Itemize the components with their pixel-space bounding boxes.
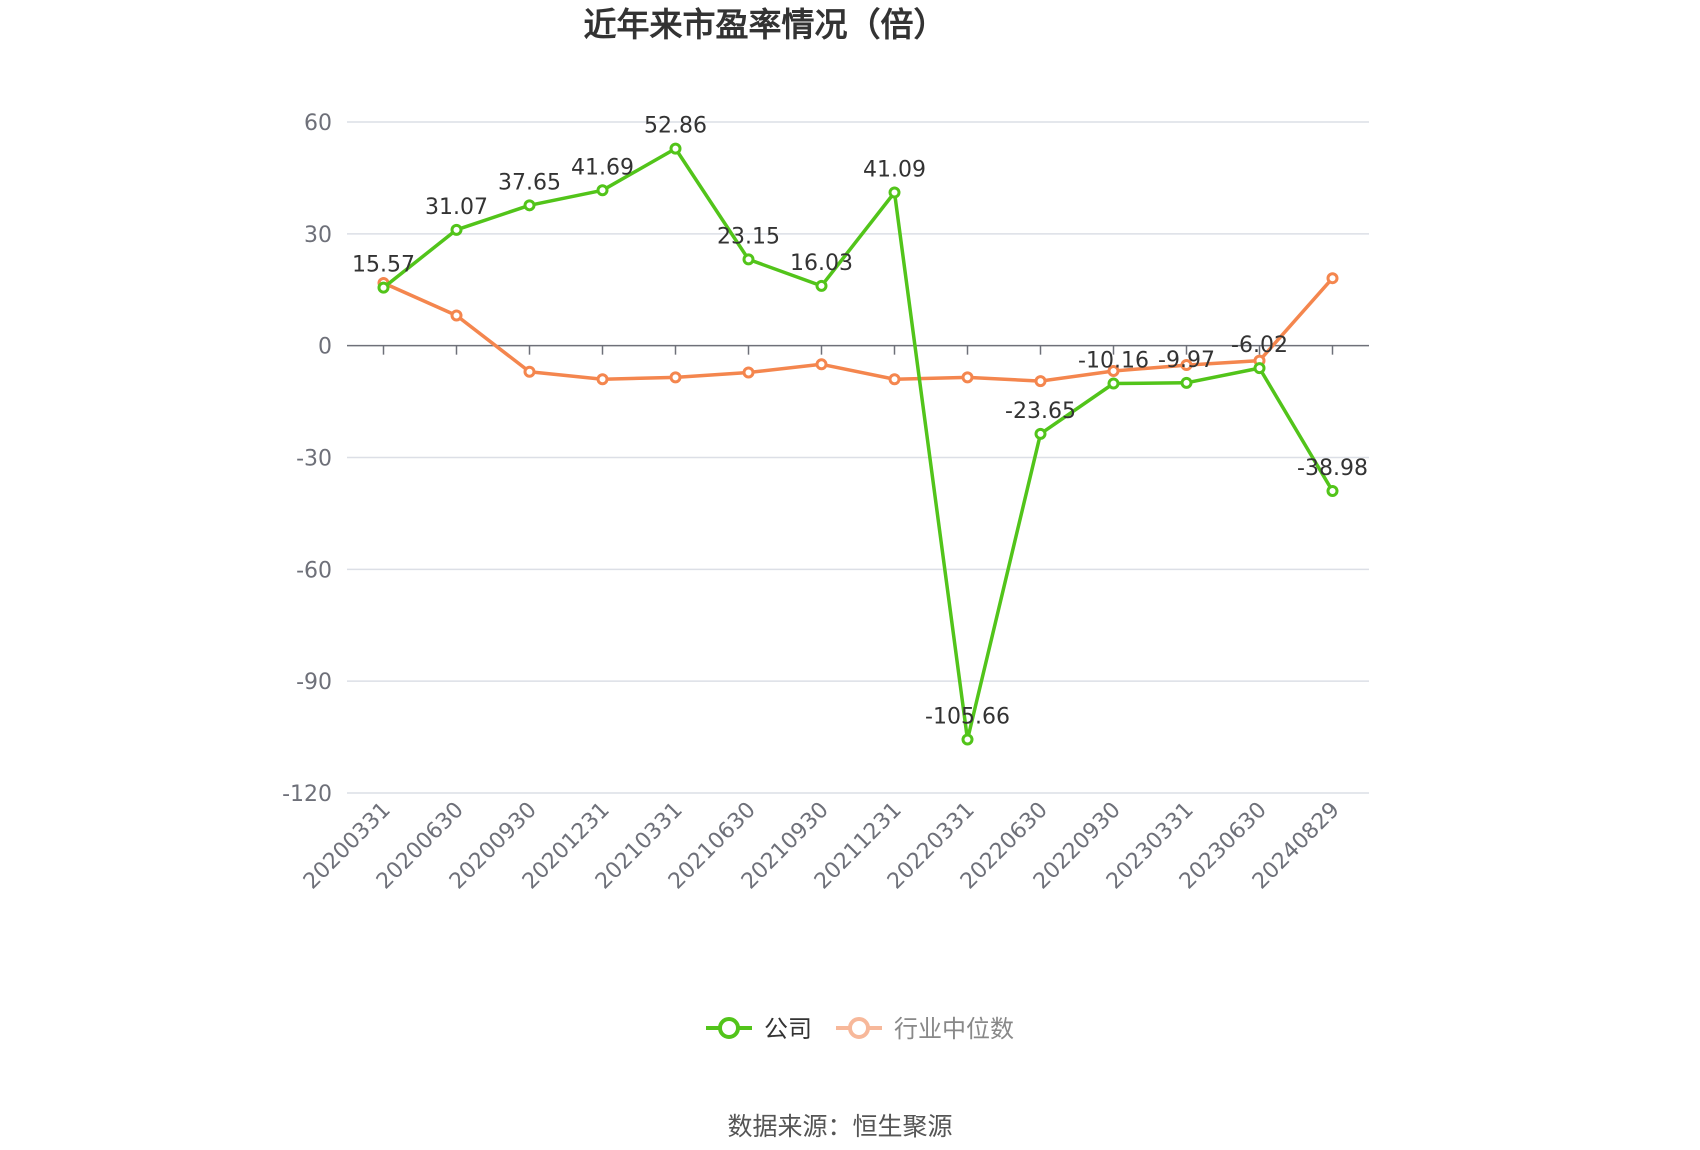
company-point[interactable] [1253, 362, 1266, 375]
legend-industry-marker [848, 1017, 870, 1039]
company-point[interactable] [815, 279, 828, 292]
chart-title: 近年来市盈率情况（倍） [584, 5, 947, 44]
company-point[interactable] [523, 199, 536, 212]
y-tick-label: 30 [304, 223, 332, 248]
company-point[interactable] [596, 184, 609, 197]
company-point[interactable] [450, 223, 463, 236]
company-point[interactable] [1326, 484, 1339, 497]
y-axis: 60 30 0 -30 -60 -90 -120 [282, 111, 332, 807]
legend-company-label: 公司 [764, 1015, 812, 1043]
data-label: 41.69 [571, 155, 634, 180]
y-tick-label: -30 [296, 447, 332, 472]
y-tick-label: -90 [296, 670, 332, 695]
grid-lines [347, 121, 1369, 794]
data-label: -105.66 [925, 705, 1010, 730]
legend[interactable]: 公司 行业中位数 [706, 1015, 1014, 1043]
data-labels: 15.57 31.07 37.65 41.69 52.86 23.15 16.03 41.09… [352, 114, 1368, 730]
industry-point[interactable] [888, 373, 901, 386]
legend-industry-label: 行业中位数 [894, 1015, 1014, 1043]
data-label: 16.03 [790, 251, 853, 276]
data-label: -23.65 [1005, 399, 1076, 424]
industry-point[interactable] [450, 309, 463, 322]
legend-item-industry[interactable]: 行业中位数 [836, 1015, 1014, 1043]
industry-line [382, 277, 1334, 383]
data-label: -6.02 [1231, 333, 1288, 358]
y-tick-label: -120 [282, 782, 332, 807]
data-label: -9.97 [1158, 348, 1215, 373]
data-label: -10.16 [1078, 349, 1149, 374]
industry-point[interactable] [742, 366, 755, 379]
company-point[interactable] [377, 281, 390, 294]
source-text: 数据来源：恒生聚源 [727, 1112, 952, 1141]
data-label: 52.86 [644, 114, 707, 139]
data-label: 23.15 [717, 224, 780, 249]
company-point[interactable] [1180, 376, 1193, 389]
company-point[interactable] [1107, 377, 1120, 390]
company-point[interactable] [961, 733, 974, 746]
company-point[interactable] [742, 253, 755, 266]
y-tick-label: -60 [296, 558, 332, 583]
industry-point[interactable] [815, 358, 828, 371]
data-label: 37.65 [498, 170, 561, 195]
company-point[interactable] [1034, 427, 1047, 440]
series-lines [377, 142, 1339, 746]
industry-point[interactable] [1034, 375, 1047, 388]
industry-point[interactable] [1107, 365, 1120, 378]
data-label: 31.07 [425, 195, 488, 220]
company-point[interactable] [888, 186, 901, 199]
data-label: 15.57 [352, 253, 415, 278]
company-point[interactable] [669, 142, 682, 155]
x-axis: 2020033120200630202009302020123120210331… [299, 344, 1369, 894]
industry-point[interactable] [1326, 272, 1339, 285]
data-label: 41.09 [863, 157, 926, 182]
y-tick-label: 60 [304, 111, 332, 136]
industry-point[interactable] [961, 371, 974, 384]
industry-point[interactable] [669, 371, 682, 384]
industry-point[interactable] [1180, 359, 1193, 372]
legend-item-company[interactable]: 公司 [706, 1015, 812, 1043]
industry-point[interactable] [596, 373, 609, 386]
y-tick-label: 0 [318, 335, 332, 360]
legend-company-marker [718, 1017, 740, 1039]
industry-point[interactable] [523, 365, 536, 378]
data-label: -38.98 [1297, 456, 1368, 481]
company-line [382, 146, 1335, 742]
